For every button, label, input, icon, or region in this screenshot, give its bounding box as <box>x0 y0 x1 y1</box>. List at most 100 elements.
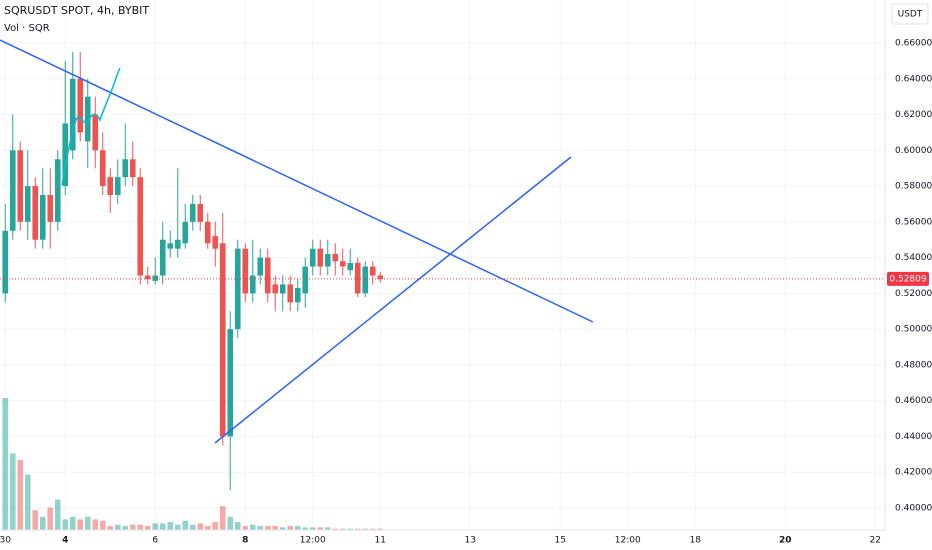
candle-body <box>272 284 279 294</box>
x-tick-label: 20 <box>779 536 792 546</box>
candle-body <box>2 230 9 294</box>
candle-body <box>197 203 204 222</box>
x-tick-label: 12:00 <box>300 536 326 546</box>
volume-bar <box>264 526 271 530</box>
volume-bar <box>152 523 159 530</box>
candle-body <box>362 266 369 294</box>
candle-body <box>324 254 331 267</box>
volume-bar <box>324 527 331 530</box>
candle-body <box>219 243 226 437</box>
candle-body <box>264 257 271 294</box>
candle-body <box>122 159 129 178</box>
candle-body <box>159 239 166 276</box>
volume-bar <box>144 526 151 530</box>
candle-body <box>174 239 181 249</box>
candle-body <box>69 78 76 151</box>
brush-drawing <box>61 67 121 186</box>
candle-body <box>24 186 31 222</box>
volume-bar <box>242 526 249 530</box>
candle-body <box>257 257 264 276</box>
volume-bar <box>354 528 361 530</box>
candle-body <box>92 114 99 151</box>
candle-body <box>77 78 84 133</box>
candle-body <box>294 288 301 303</box>
candle-body <box>347 262 354 271</box>
volume-bar <box>189 524 196 530</box>
volume-bar <box>167 522 174 530</box>
candle-body <box>279 284 286 294</box>
candle-body <box>9 150 16 231</box>
volume-bar <box>9 453 16 530</box>
volume-bar <box>234 522 241 530</box>
volume-bar <box>272 526 279 530</box>
trend-line-up <box>214 156 572 444</box>
last-price-label: 0.52809 <box>889 274 926 284</box>
currency-button[interactable] <box>891 3 929 25</box>
volume-bar <box>294 526 301 530</box>
volume-bar <box>317 527 324 530</box>
volume-bar <box>47 507 54 530</box>
volume-bar <box>219 506 226 530</box>
volume-bar <box>257 526 264 530</box>
candle-body <box>377 275 384 280</box>
volume-bar <box>174 524 181 530</box>
candle-body <box>129 159 136 178</box>
y-tick-label: 0.62000 <box>895 110 932 120</box>
volume-bar <box>309 527 316 530</box>
volume-bar <box>77 519 84 530</box>
y-tick-label: 0.64000 <box>895 74 932 84</box>
candle-body <box>137 177 144 276</box>
last-price-tag <box>887 271 929 286</box>
y-tick-label: 0.54000 <box>895 253 932 263</box>
x-tick-label: 12:00 <box>615 536 641 546</box>
candle-body <box>62 123 69 187</box>
volume-bar <box>212 522 219 530</box>
volume-bar <box>182 520 189 530</box>
candles <box>2 51 384 491</box>
chart-title: SQRUSDT SPOT, 4h, BYBIT <box>4 4 149 17</box>
volume-bar <box>62 519 69 530</box>
candle-body <box>189 203 196 222</box>
candle-body <box>302 266 309 294</box>
candle-body <box>354 262 361 294</box>
y-tick-label: 0.58000 <box>895 182 932 192</box>
y-tick-label: 0.66000 <box>895 39 932 49</box>
candle-body <box>242 248 249 294</box>
candle-body <box>107 177 114 196</box>
candle-body <box>47 195 54 222</box>
x-tick-label: 13 <box>465 536 476 546</box>
candle-body <box>84 96 91 142</box>
candle-body <box>204 221 211 244</box>
volume-bar <box>24 474 31 530</box>
volume-bar <box>129 524 136 530</box>
candle-body <box>182 221 189 244</box>
y-tick-label: 0.44000 <box>895 432 932 442</box>
candle-body <box>144 275 151 280</box>
volume-bar <box>204 526 211 530</box>
candle-body <box>54 159 61 222</box>
candle-body <box>234 248 241 330</box>
candle-body <box>369 266 376 276</box>
x-tick-label: 11 <box>375 536 386 546</box>
volume-bar <box>302 527 309 530</box>
volume-bar <box>377 528 384 530</box>
y-tick-label: 0.56000 <box>895 217 932 227</box>
volume-bar <box>339 528 346 530</box>
axes: 0.40000 0.42000 0.44000 0.46000 0.48000 0.500… <box>0 39 932 546</box>
volume-bar <box>39 516 46 530</box>
x-tick-label: 4 <box>62 536 68 546</box>
y-tick-label: 0.42000 <box>895 468 932 478</box>
volume-bar <box>227 516 234 530</box>
currency-label[interactable]: USDT <box>898 10 923 20</box>
candle-body <box>114 177 121 196</box>
volume-bar <box>2 398 9 530</box>
volume-bar <box>332 528 339 530</box>
x-tick-label: 15 <box>555 536 566 546</box>
volume-bar <box>279 527 286 530</box>
x-tick-label: 30 <box>0 536 11 546</box>
candle-body <box>287 284 294 303</box>
y-tick-label: 0.46000 <box>895 396 932 406</box>
y-tick-label: 0.48000 <box>895 360 932 370</box>
candle-body <box>227 329 234 437</box>
